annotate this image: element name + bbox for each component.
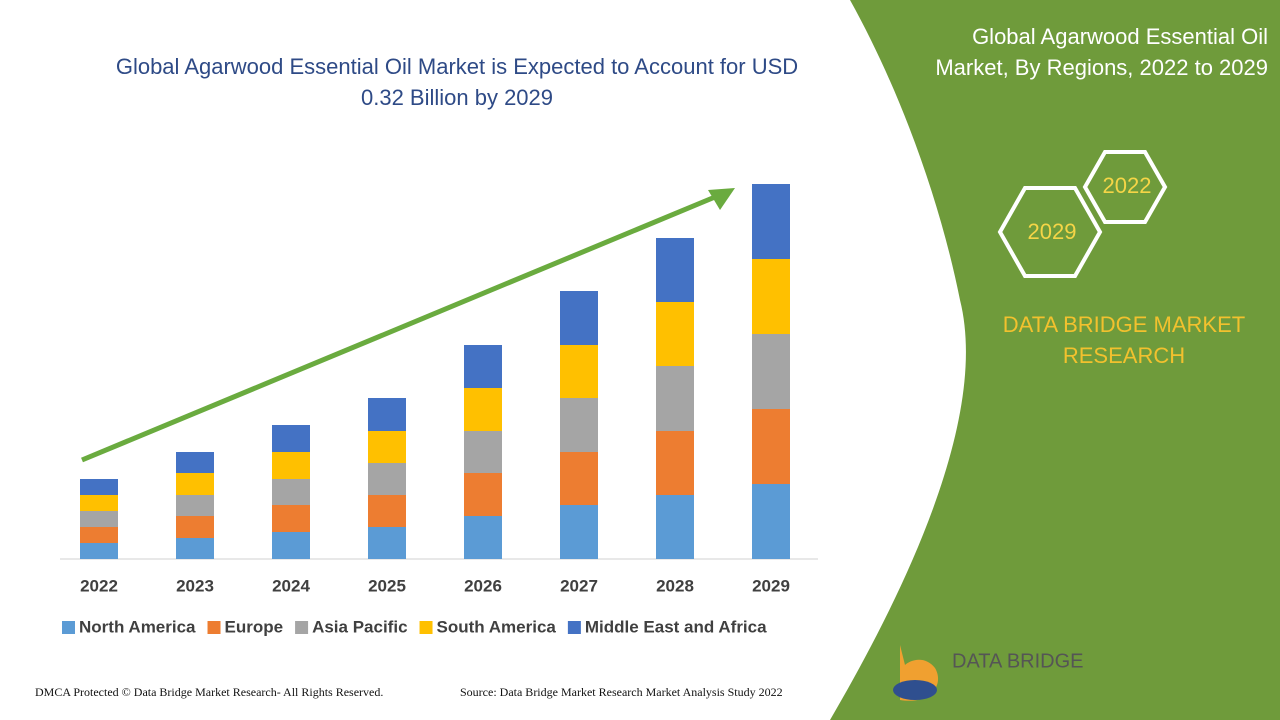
legend-swatch — [295, 621, 309, 634]
hexagon — [1082, 150, 1168, 224]
hexagon — [997, 186, 1103, 278]
chart-title: Global Agarwood Essential Oil Market is … — [116, 54, 798, 79]
x-tick-label: 2026 — [464, 576, 502, 595]
bar-segment — [464, 516, 502, 559]
bar-segment — [80, 479, 118, 495]
legend-swatch — [207, 621, 221, 634]
bar-segment — [656, 238, 694, 302]
bar-segment — [272, 479, 310, 505]
brand-text: DATA BRIDGE MARKET — [1003, 312, 1245, 337]
bar-segment — [80, 543, 118, 559]
legend-swatch — [62, 621, 75, 634]
bar-segment — [560, 398, 598, 452]
hexagon-label: 2022 — [1103, 173, 1152, 198]
x-tick-label: 2028 — [656, 576, 694, 595]
bar-segment — [80, 495, 118, 511]
bar-segment — [272, 532, 310, 559]
panel-title: Market, By Regions, 2022 to 2029 — [935, 55, 1268, 80]
bar-segment — [272, 452, 310, 479]
bar-segment — [752, 334, 790, 409]
bar-segment — [272, 505, 310, 532]
x-tick-label: 2024 — [272, 576, 310, 595]
legend-label: Asia Pacific — [312, 617, 407, 636]
x-tick-label: 2029 — [752, 576, 790, 595]
legend-swatch — [419, 621, 433, 634]
bar-segment — [656, 366, 694, 431]
bar-segment — [752, 409, 790, 484]
footer-copyright: DMCA Protected © Data Bridge Market Rese… — [35, 685, 383, 699]
bar-segment — [560, 291, 598, 345]
trend-arrow — [81, 194, 716, 463]
panel-title: Global Agarwood Essential Oil — [972, 24, 1268, 49]
bar-segment — [176, 516, 214, 538]
bar-segment — [368, 495, 406, 527]
brand-text: RESEARCH — [1063, 343, 1185, 368]
footer-source: Source: Data Bridge Market Research Mark… — [460, 685, 783, 699]
bar-segment — [368, 527, 406, 559]
bar-segment — [464, 473, 502, 516]
bar-segment — [176, 538, 214, 559]
bar-segment — [656, 302, 694, 366]
legend-label: North America — [79, 617, 196, 636]
legend-label: Middle East and Africa — [585, 617, 767, 636]
hexagon-label: 2029 — [1028, 219, 1077, 244]
bar-segment — [176, 473, 214, 495]
bar-segment — [80, 527, 118, 543]
x-tick-label: 2022 — [80, 576, 118, 595]
bar-segment — [80, 511, 118, 527]
arrow-head — [708, 188, 735, 210]
bar-segment — [368, 431, 406, 463]
logo-text: DATA BRIDGE — [952, 650, 1084, 672]
bar-segment — [176, 495, 214, 516]
bar-segment — [560, 345, 598, 398]
logo-mark — [893, 680, 937, 700]
bar-segment — [368, 398, 406, 431]
legend-swatch — [567, 621, 581, 634]
bar-segment — [176, 452, 214, 473]
bar-segment — [656, 431, 694, 495]
legend-label: South America — [437, 617, 557, 636]
bar-segment — [272, 425, 310, 452]
x-tick-label: 2025 — [368, 576, 406, 595]
bar-segment — [464, 345, 502, 388]
side-panel — [830, 0, 1280, 720]
bar-segment — [368, 463, 406, 495]
bar-segment — [464, 431, 502, 473]
bar-segment — [560, 452, 598, 505]
legend-label: Europe — [225, 617, 284, 636]
bar-segment — [464, 388, 502, 431]
bar-segment — [752, 184, 790, 259]
chart-title: 0.32 Billion by 2029 — [361, 85, 553, 110]
bar-segment — [752, 484, 790, 559]
x-tick-label: 2023 — [176, 576, 214, 595]
bar-segment — [752, 259, 790, 334]
bar-segment — [656, 495, 694, 559]
bar-segment — [560, 505, 598, 559]
x-tick-label: 2027 — [560, 576, 598, 595]
